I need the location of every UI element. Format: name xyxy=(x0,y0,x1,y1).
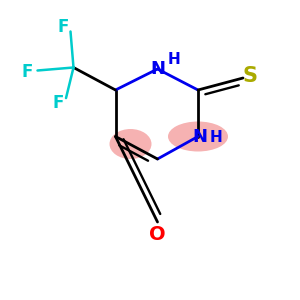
Text: O: O xyxy=(149,224,166,244)
Ellipse shape xyxy=(110,129,152,159)
Text: S: S xyxy=(242,67,257,86)
Text: N: N xyxy=(192,128,207,146)
Text: H: H xyxy=(210,130,222,146)
Text: F: F xyxy=(21,63,33,81)
Text: F: F xyxy=(53,94,64,112)
Text: F: F xyxy=(57,18,69,36)
Ellipse shape xyxy=(168,122,228,152)
Text: N: N xyxy=(150,60,165,78)
Text: H: H xyxy=(168,52,180,68)
